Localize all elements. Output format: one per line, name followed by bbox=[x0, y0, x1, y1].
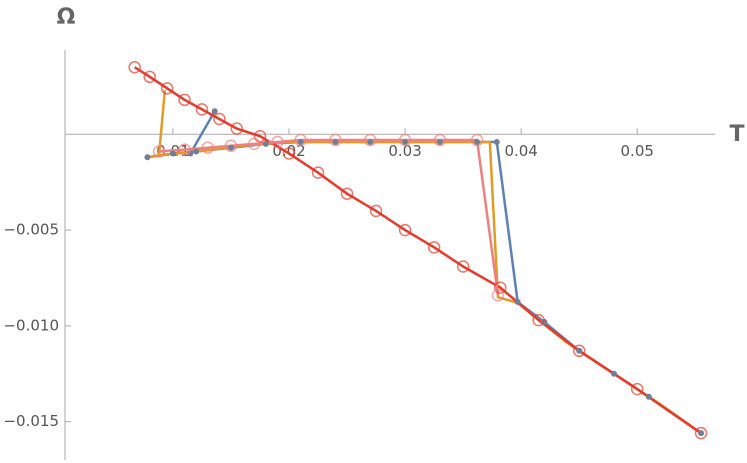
y-axis-title: Ω bbox=[57, 5, 76, 30]
point bbox=[340, 187, 354, 200]
point bbox=[436, 138, 443, 145]
point bbox=[271, 135, 284, 149]
series-line bbox=[147, 110, 702, 435]
point bbox=[364, 133, 377, 147]
point bbox=[178, 93, 191, 107]
point bbox=[470, 133, 484, 147]
point bbox=[178, 143, 191, 156]
point bbox=[369, 204, 383, 218]
point bbox=[247, 137, 261, 151]
point bbox=[456, 260, 470, 273]
point bbox=[152, 145, 166, 158]
point bbox=[491, 288, 505, 302]
point bbox=[282, 147, 296, 160]
series-line bbox=[158, 138, 500, 296]
point bbox=[262, 140, 269, 147]
series-line bbox=[147, 90, 702, 435]
point bbox=[474, 138, 481, 145]
point bbox=[329, 133, 342, 147]
point bbox=[398, 223, 412, 237]
point bbox=[144, 154, 151, 161]
point bbox=[201, 141, 215, 154]
point bbox=[630, 382, 644, 396]
point bbox=[193, 148, 200, 155]
x-tick-label: 0.05 bbox=[621, 142, 654, 160]
point bbox=[143, 70, 156, 84]
point bbox=[367, 138, 374, 145]
series-line bbox=[133, 66, 702, 435]
point bbox=[494, 281, 507, 294]
point bbox=[532, 313, 545, 327]
point bbox=[227, 144, 234, 151]
point bbox=[213, 112, 226, 126]
y-tick-label: −0.005 bbox=[3, 221, 59, 239]
point bbox=[128, 60, 141, 74]
point bbox=[311, 166, 325, 179]
point bbox=[297, 138, 304, 145]
point bbox=[160, 82, 174, 95]
point bbox=[402, 138, 409, 145]
point bbox=[694, 426, 708, 440]
point bbox=[169, 150, 176, 157]
point bbox=[224, 139, 238, 153]
point bbox=[433, 133, 447, 147]
point bbox=[493, 138, 500, 145]
point bbox=[514, 298, 521, 305]
point bbox=[294, 133, 307, 147]
y-tick-label: −0.015 bbox=[3, 412, 59, 430]
point bbox=[427, 241, 441, 254]
point bbox=[230, 122, 244, 135]
point bbox=[572, 344, 586, 358]
point bbox=[211, 108, 218, 115]
x-axis-title: T bbox=[729, 122, 744, 147]
x-tick-label: 0.03 bbox=[388, 142, 421, 160]
point bbox=[611, 370, 618, 377]
point bbox=[332, 138, 339, 145]
y-tick-label: −0.010 bbox=[3, 316, 59, 334]
point bbox=[645, 393, 652, 400]
point bbox=[698, 430, 705, 437]
point bbox=[195, 103, 209, 116]
point bbox=[576, 347, 583, 354]
point bbox=[398, 133, 412, 147]
x-tick-label: 0.04 bbox=[504, 142, 537, 160]
